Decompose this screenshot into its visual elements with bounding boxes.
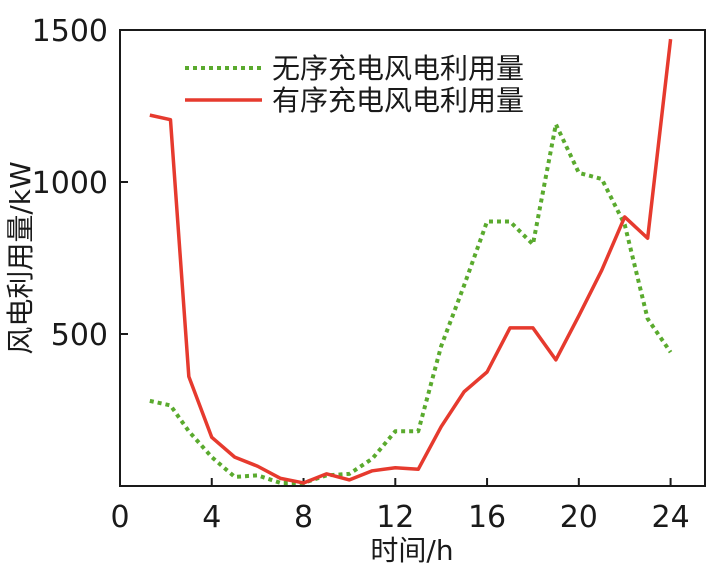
y-tick-label: 1000 [32,166,108,201]
x-tick-label: 12 [376,500,414,535]
series-line-1 [149,122,673,485]
legend-label-2: 有序充电风电利用量 [272,84,524,117]
y-tick-label: 500 [51,318,108,353]
x-tick-label: 8 [294,500,313,535]
y-axis-title: 风电利用量/kW [4,161,37,354]
x-tick-label: 20 [560,500,598,535]
ticks-layer: 0 4 8 12 16 20 24 500 1000 1500 [32,14,690,535]
x-tick-label: 24 [651,500,689,535]
legend-label-1: 无序充电风电利用量 [272,52,524,85]
y-tick-label: 1500 [32,14,108,49]
x-tick-label: 0 [110,500,129,535]
x-tick-label: 16 [468,500,506,535]
x-axis-title: 时间/h [370,534,453,567]
x-tick-label: 4 [202,500,221,535]
plot-frame [119,29,706,487]
series-layer [149,38,673,485]
series-line-2 [149,38,673,485]
